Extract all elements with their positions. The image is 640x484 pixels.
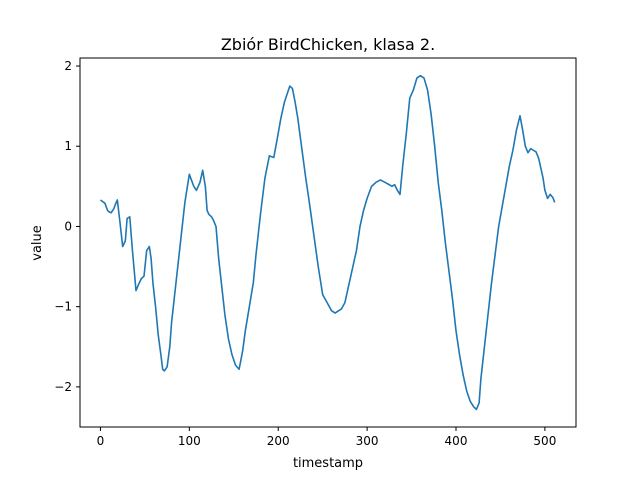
- plot-area: [79, 57, 577, 428]
- x-tick-label: 0: [97, 434, 105, 448]
- x-axis-ticks: 0 100 200 300 400 500: [97, 427, 556, 448]
- y-tick-label: −1: [54, 300, 72, 314]
- x-axis-label: timestamp: [293, 456, 363, 471]
- x-tick-label: 100: [178, 434, 201, 448]
- axes-frame: [79, 57, 577, 428]
- y-tick-label: 0: [64, 219, 72, 233]
- y-tick-label: 1: [64, 139, 72, 153]
- y-tick-label: 2: [64, 59, 72, 73]
- series-line: [99, 74, 556, 411]
- y-tick-label: −2: [54, 380, 72, 394]
- x-tick-label: 200: [267, 434, 290, 448]
- y-axis-label: value: [30, 225, 45, 261]
- x-tick-label: 400: [445, 434, 468, 448]
- chart-title: Zbiór BirdChicken, klasa 2.: [221, 35, 435, 54]
- x-tick-label: 500: [533, 434, 556, 448]
- x-tick-label: 300: [356, 434, 379, 448]
- y-axis-ticks: −2 −1 0 1 2: [54, 59, 80, 394]
